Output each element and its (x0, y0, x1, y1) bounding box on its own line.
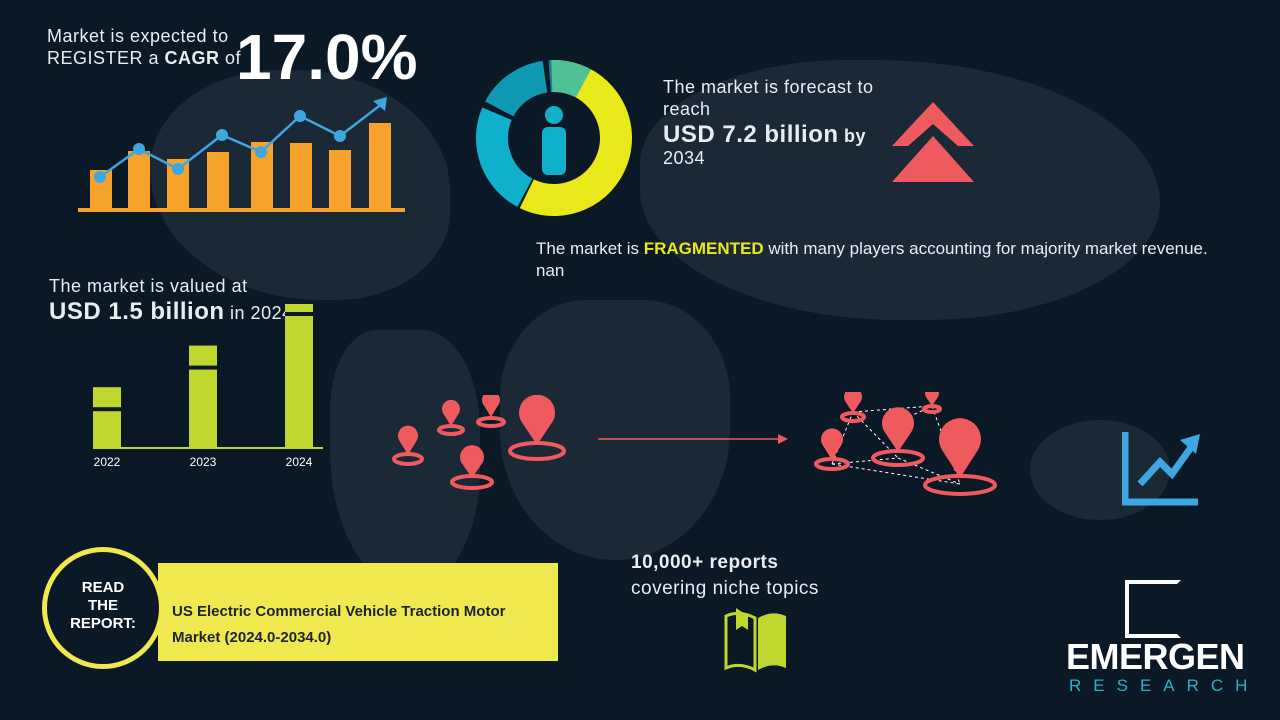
valued-text: The market is valued at USD 1.5 billion … (49, 276, 293, 325)
bar-stripe (93, 407, 121, 412)
emergen-logo-mark (1125, 580, 1181, 638)
bar-label: 2023 (190, 455, 217, 469)
arrow-right-icon (598, 434, 788, 444)
report-title-banner[interactable]: US Electric Commercial Vehicle Traction … (158, 563, 558, 661)
growth-chart-icon (78, 97, 405, 212)
market-size-bar-chart: 2022 2023 2024 (93, 304, 323, 469)
donut-person-icon (476, 59, 632, 216)
bar-2024 (285, 304, 313, 448)
world-map-south-america (330, 330, 480, 590)
trend-up-icon (1122, 432, 1200, 506)
bar-label: 2024 (286, 455, 313, 469)
read-report-button[interactable]: READ THE REPORT: (42, 547, 164, 669)
forecast-text: The market is forecast to reach USD 7.2 b… (663, 77, 874, 168)
location-pins-icon (392, 395, 566, 490)
bar-stripe (285, 312, 313, 316)
cagr-text: Market is expected to REGISTER a CAGR of (47, 26, 242, 68)
network-pins-icon (814, 392, 997, 496)
bar-2022 (93, 387, 121, 448)
cagr-value: 17.0% (236, 21, 418, 93)
bar-label: 2022 (94, 455, 121, 469)
reports-text: 10,000+ reports covering niche topics (631, 552, 819, 599)
book-icon (724, 608, 786, 673)
double-chevron-up-icon (892, 102, 974, 182)
fragmented-text: The market is FRAGMENTED with many playe… (536, 239, 1208, 280)
bar-stripe (189, 365, 217, 370)
world-map-eurasia (640, 60, 1160, 320)
report-title[interactable]: US Electric Commercial Vehicle Traction … (172, 603, 506, 646)
bar-2023 (189, 345, 217, 448)
logo-sub: RESEARCH (1069, 676, 1260, 695)
logo-name: EMERGEN (1066, 636, 1245, 677)
